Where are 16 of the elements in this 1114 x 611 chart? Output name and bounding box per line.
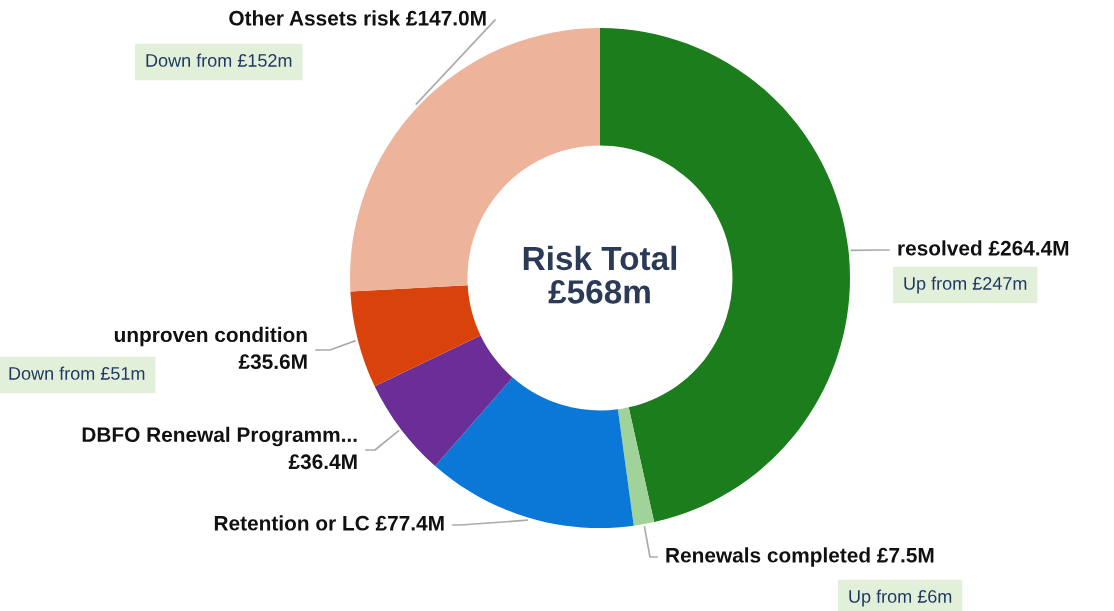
slice-label: Retention or LC £77.4M [214, 515, 444, 531]
data-label: £36.4M [288, 454, 357, 470]
slice-label: DBFO Renewal Programm... [82, 426, 357, 447]
donut-slice [350, 285, 481, 387]
text: Up from £6m [849, 589, 952, 607]
text: Down from £152m [146, 53, 292, 67]
slice-label: unproven condition [114, 326, 307, 347]
slice-label: Other Assets risk £147.0M [229, 10, 486, 26]
text: Up from £247m [904, 276, 1027, 294]
text: Risk Total £568m [523, 245, 677, 304]
slice-label: resolved £264.4M [898, 240, 1069, 256]
donut-slice [617, 407, 655, 526]
text: Down from £51m [9, 366, 145, 380]
slice-label: Renewals completed £7.5M [666, 547, 934, 567]
data-label: £35.6M [238, 354, 307, 370]
donut-slice [374, 335, 513, 466]
